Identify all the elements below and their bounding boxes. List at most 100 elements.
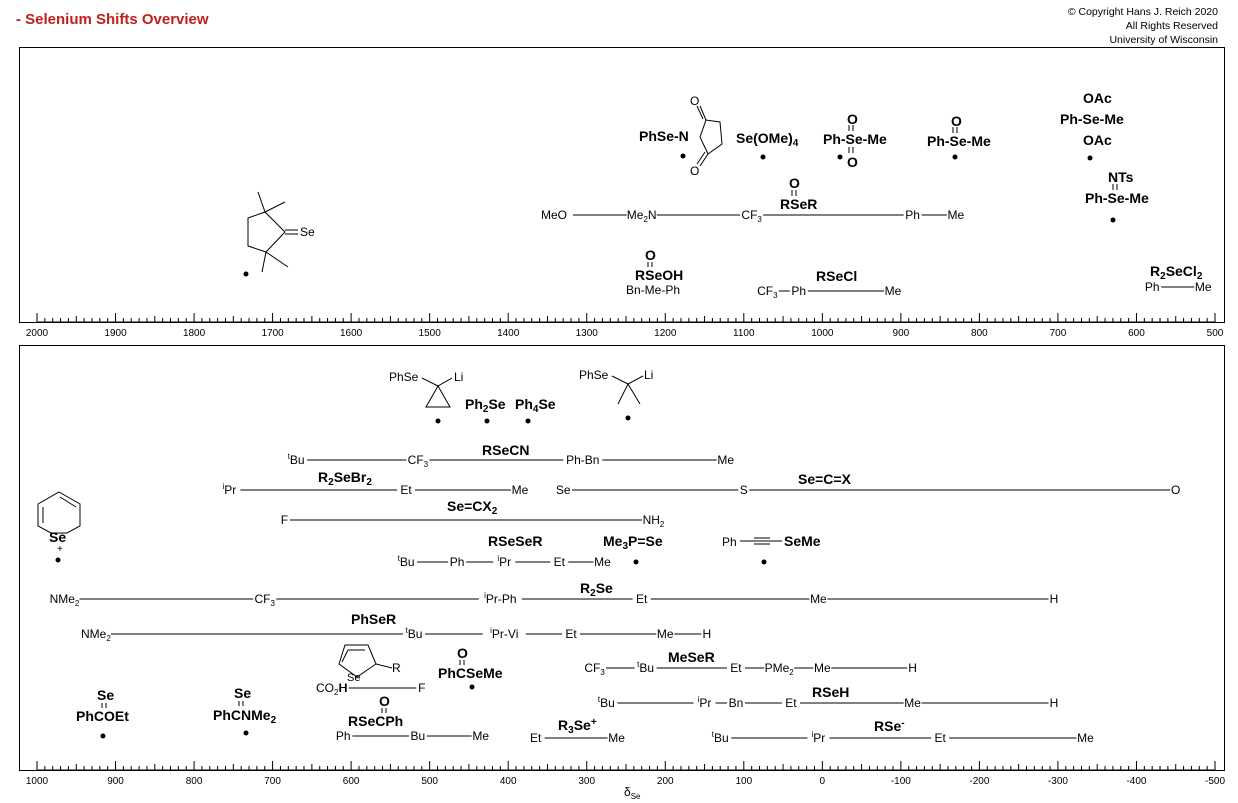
axis-tick-label: 2000 <box>26 328 49 339</box>
shift-label: tBu <box>598 695 615 710</box>
diacetoxy-dot <box>1087 155 1093 161</box>
shift-label: Et <box>934 731 946 745</box>
shift-label: NMe2 <box>50 592 80 608</box>
shift-label: H <box>339 681 348 695</box>
shift-label: CF3 <box>255 592 276 608</box>
axis-tick-label: 0 <box>820 776 826 787</box>
axis-tick-label: 500 <box>1207 328 1224 339</box>
selenilimine-label: Ph-Se-Me <box>1085 190 1149 206</box>
rsecph-row: Ph Bu Me <box>336 729 489 743</box>
rse-o-r-name: RSeR <box>780 196 817 212</box>
shift-label: NH2 <box>643 513 665 529</box>
alkyne-bond <box>740 537 782 545</box>
shift-label: S <box>740 483 748 497</box>
ph2se-label: Ph2Se <box>465 396 506 415</box>
axis-tick-label: 700 <box>1050 328 1067 339</box>
shift-label: tBu <box>288 452 305 467</box>
axis-tick-label: 600 <box>1128 328 1145 339</box>
shift-label: Se <box>556 483 571 497</box>
shift-label: Me <box>472 729 489 743</box>
shift-label: Me <box>594 555 611 569</box>
r2secl2-name: R2SeCl2 <box>1150 263 1203 282</box>
selenopyrylium-ring <box>37 491 81 534</box>
axis-tick-label: -400 <box>1126 776 1146 787</box>
shift-label: Me <box>608 731 625 745</box>
axis-tick-label: 400 <box>500 776 517 787</box>
alkynyl-seme: SeMe <box>784 533 821 549</box>
tert-carbon <box>611 375 644 405</box>
seleninic-name: RSeOH <box>635 267 683 283</box>
shift-label: Me <box>1077 731 1094 745</box>
shift-label: tBu <box>405 626 422 641</box>
shift-label: Me <box>657 627 674 641</box>
selenilimine-dot <box>1110 217 1116 223</box>
shift-label: Et <box>554 555 566 569</box>
phcsenme2-label: PhCNMe2 <box>213 707 277 726</box>
axis-tick-label: -300 <box>1048 776 1068 787</box>
shift-label: Me <box>814 661 831 675</box>
se-ome4-label: Se(OMe)4 <box>736 130 799 149</box>
shift-label: iPr-Vi <box>490 626 518 641</box>
rseh-name: RSeH <box>812 684 849 700</box>
copyright-line: © Copyright Hans J. Reich 2020 <box>1067 6 1218 18</box>
axis-tick-label: 1900 <box>104 328 127 339</box>
shift-label: Ph <box>1145 280 1160 294</box>
axis-tick-label: 200 <box>657 776 674 787</box>
phcseoet-label: PhCOEt <box>76 708 129 724</box>
selenopyrylium-plus: + <box>57 544 63 555</box>
shift-label: iPr-Ph <box>484 591 516 606</box>
top-panel-frame <box>19 47 1225 323</box>
selenophene-se: Se <box>347 672 360 684</box>
rsecl-name: RSeCl <box>816 268 857 284</box>
axis-tick-label: -500 <box>1205 776 1225 787</box>
axis-tick-label: 1100 <box>733 328 755 339</box>
rsecn-row: tBu CF3 Ph-Bn Me <box>288 452 735 469</box>
rsecl-row: CF3 Ph Me <box>757 284 902 300</box>
shift-label: Me <box>717 453 734 467</box>
shift-label: CF3 <box>757 284 778 300</box>
shift-label: Me <box>948 208 965 222</box>
sex-name: Se=C=X <box>798 471 852 487</box>
lithio-cp-phse: PhSe <box>389 370 419 384</box>
selenoketone-dot <box>243 271 249 277</box>
shift-label: Et <box>565 627 577 641</box>
axis-tick-label: 100 <box>735 776 752 787</box>
shift-label: Et <box>400 483 412 497</box>
axis-tick-label: 1600 <box>340 328 363 339</box>
axis-tick-label: 1300 <box>576 328 599 339</box>
rse-o-r-left: MeO <box>541 208 567 222</box>
phcosme-dot <box>469 684 475 690</box>
mesr-name: MeSeR <box>668 649 715 665</box>
diacetoxy-label: Ph-Se-Me <box>1060 111 1124 127</box>
selenopyrylium-dot <box>55 557 61 563</box>
shift-label: F <box>281 513 288 527</box>
rsecph-name: RSeCPh <box>348 713 403 729</box>
r2sebr2-row: iPr Et Me <box>223 482 529 497</box>
copyright-line: All Rights Reserved <box>1125 20 1218 32</box>
shift-label: O <box>1171 483 1180 497</box>
axis-tick-label: 600 <box>343 776 360 787</box>
seleninic-o: O <box>645 247 656 263</box>
shift-label: CF3 <box>408 453 429 469</box>
selenone-label: Ph-Se-Me <box>823 131 887 147</box>
phse-succinimide-dot <box>680 153 686 159</box>
selenoxide-label: Ph-Se-Me <box>927 133 991 149</box>
shift-label: Ph-Bn <box>566 453 599 467</box>
shift-label: Me <box>810 592 827 606</box>
diacetoxy-oac: OAc <box>1083 132 1112 148</box>
cyclopropane <box>421 377 453 408</box>
rsecph-o: O <box>379 693 390 709</box>
shift-label: Me2N <box>627 208 657 224</box>
axis-tick-label: -100 <box>891 776 911 787</box>
phcsenme2-dot <box>243 730 249 736</box>
axis-tick-label: -200 <box>969 776 989 787</box>
rsesr-name: RSeSeR <box>488 533 542 549</box>
selenoketone-structure <box>247 191 298 273</box>
axis-tick-label: 500 <box>421 776 438 787</box>
axis-title: δSe <box>624 785 641 801</box>
lithio-tbu-phse: PhSe <box>579 368 609 382</box>
page-title: - Selenium Shifts Overview <box>16 11 209 28</box>
axis-tick-label: 300 <box>578 776 595 787</box>
